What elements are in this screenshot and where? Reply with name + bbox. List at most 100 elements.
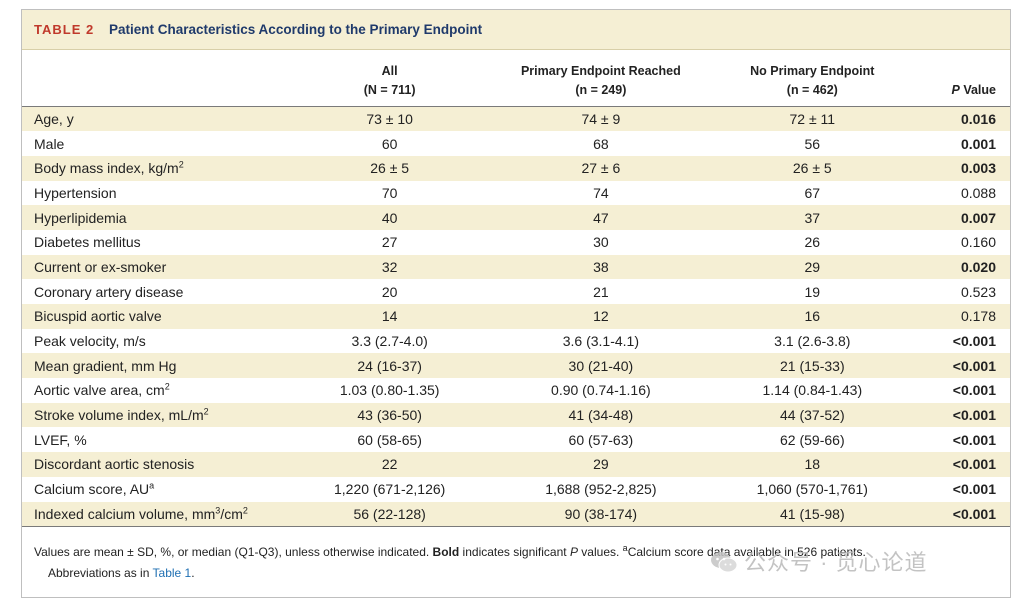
cell-p-value: <0.001 — [952, 357, 996, 374]
cell-none: 26 — [804, 234, 821, 251]
cell-all: 56 (22-128) — [297, 501, 482, 527]
cell-p-value: 0.160 — [960, 234, 996, 251]
row-label-text: Hypertension — [34, 184, 117, 201]
cell-none: 37 — [804, 209, 821, 226]
row-label: Hypertension — [22, 181, 297, 206]
row-label-text: Coronary artery disease — [34, 283, 184, 300]
cell-reached: 30 (21-40) — [568, 357, 634, 374]
cell-none: 1,060 (570-1,761) — [756, 481, 868, 498]
table-row: Hyperlipidemia 40 47 37 0.007 — [22, 205, 1010, 230]
cell-none: 1.14 (0.84-1.43) — [762, 382, 863, 399]
cell-p-value: 0.007 — [960, 209, 996, 226]
cell-p-value: 0.001 — [960, 135, 996, 152]
row-label: LVEF, % — [22, 427, 297, 452]
row-label: Hyperlipidemia — [22, 205, 297, 230]
cell-reached: 68 — [593, 135, 609, 152]
cell-none: 16 — [804, 308, 821, 325]
cell-reached: 27 ± 6 — [581, 160, 621, 177]
cell-reached: 0.90 (0.74-1.16) — [551, 382, 651, 399]
row-label: Diabetes mellitus — [22, 230, 297, 255]
cell-none: 18 — [804, 456, 821, 473]
cell-p-value: <0.001 — [952, 333, 996, 350]
table-row: Peak velocity, m/s 3.3 (2.7-4.0) 3.6 (3.1-… — [22, 329, 1010, 354]
footnote-line-1: Values are mean ± SD, %, or median (Q1-Q… — [34, 542, 994, 563]
row-label: Male — [22, 131, 297, 156]
cell-all: 40 — [381, 209, 398, 226]
cell-p-value: 0.523 — [960, 283, 996, 300]
header-all-n: (N = 711) — [363, 83, 416, 97]
table-row: Indexed calcium volume, mm3/cm2 56 (22-12… — [22, 501, 1010, 527]
cell-all: 27 — [381, 234, 398, 251]
row-label-text: Current or ex-smoker — [34, 258, 167, 275]
row-label-superscript: 2 — [164, 381, 170, 392]
cell-reached: 74 ± 9 — [581, 111, 621, 128]
row-label: Peak velocity, m/s — [22, 329, 297, 354]
row-label: Aortic valve area, cm2 — [22, 378, 297, 403]
row-label: Mean gradient, mm Hg — [22, 353, 297, 378]
cell-none: 62 (59-66) — [780, 431, 845, 448]
table-row: Discordant aortic stenosis 22 29 18 <0.001 — [22, 452, 1010, 477]
cell-all: 3.3 (2.7-4.0) — [351, 333, 428, 350]
table-row: Age, y 73 ± 10 74 ± 9 72 ± 11 0.016 — [22, 106, 1010, 132]
header-p-value: P Value — [904, 62, 1010, 107]
row-label-text: Bicuspid aortic valve — [34, 308, 162, 325]
header-reached: Primary Endpoint Reached (n = 249) — [481, 62, 720, 107]
row-label: Age, y — [22, 107, 297, 132]
cell-all: 1,220 (671-2,126) — [334, 481, 446, 498]
cell-all: 60 (58-65) — [357, 431, 422, 448]
cell-p-value: <0.001 — [904, 501, 1010, 527]
cell-p-value: 0.016 — [960, 111, 996, 128]
cell-reached: 38 — [593, 258, 609, 275]
cell-reached: 1,688 (952-2,825) — [545, 481, 657, 498]
table-frame: TABLE 2 Patient Characteristics Accordin… — [21, 9, 1011, 598]
cell-none: 21 (15-33) — [780, 357, 845, 374]
cell-all: 73 ± 10 — [366, 111, 413, 128]
cell-none: 44 (37-52) — [780, 407, 845, 424]
header-none-n: (n = 462) — [786, 83, 838, 97]
row-label-text: Body mass index, kg/m — [34, 160, 179, 177]
header-reached-n: (n = 249) — [575, 83, 627, 97]
row-label-text: Indexed calcium volume, mm — [34, 505, 216, 522]
cell-p-value: 0.178 — [960, 308, 996, 325]
cell-p-value: <0.001 — [952, 382, 996, 399]
table-1-link[interactable]: Table 1 — [152, 566, 192, 580]
cell-p-value: 0.088 — [960, 184, 996, 201]
table-row: Aortic valve area, cm2 1.03 (0.80-1.35) 0.… — [22, 378, 1010, 403]
footnote-bold-word: Bold — [432, 545, 460, 559]
table-row: Stroke volume index, mL/m2 43 (36-50) 41 (… — [22, 402, 1010, 428]
header-reached-name: Primary Endpoint Reached — [520, 64, 681, 78]
column-header-row: All (N = 711) Primary Endpoint Reached (… — [22, 62, 1010, 107]
cell-all: 1.03 (0.80-1.35) — [339, 382, 440, 399]
cell-reached: 3.6 (3.1-4.1) — [562, 333, 639, 350]
row-label-superscript: a — [149, 480, 155, 491]
cell-none: 26 ± 5 — [792, 160, 832, 177]
cell-p-value: 0.003 — [960, 160, 996, 177]
cell-reached: 47 — [593, 209, 609, 226]
table-row: Mean gradient, mm Hg 24 (16-37) 30 (21-40)… — [22, 353, 1010, 379]
footnote-text-2: indicates significant — [459, 545, 570, 559]
cell-p-value: <0.001 — [952, 456, 996, 473]
footnote-text-1: Values are mean ± SD, %, or median (Q1-Q… — [34, 545, 433, 559]
footnote-line-2: Abbreviations as in Table 1. — [34, 563, 994, 584]
cell-all: 22 — [381, 456, 398, 473]
table-body: Age, y 73 ± 10 74 ± 9 72 ± 11 0.016 Male 60 68 5… — [22, 106, 1010, 527]
footnote-period: . — [191, 566, 195, 580]
cell-none: 56 — [804, 135, 821, 152]
row-label-text: Stroke volume index, mL/m — [34, 407, 204, 424]
cell-all: 20 — [381, 283, 398, 300]
row-label: Current or ex-smoker — [22, 255, 297, 280]
cell-all: 32 — [381, 258, 398, 275]
table-label: TABLE 2 — [34, 22, 95, 37]
table-row: Current or ex-smoker 32 38 29 0.020 — [22, 254, 1010, 280]
cell-all: 60 — [381, 135, 398, 152]
row-label-superscript: 3 — [215, 504, 221, 515]
table-footnote: Values are mean ± SD, %, or median (Q1-Q… — [34, 542, 994, 584]
header-none: No Primary Endpoint (n = 462) — [719, 62, 905, 107]
cell-all: 24 (16-37) — [357, 357, 422, 374]
cell-all: 70 — [381, 184, 398, 201]
row-label-text: Calcium score, AU — [34, 481, 150, 498]
cell-all: 26 ± 5 — [370, 160, 410, 177]
row-label: Stroke volume index, mL/m2 — [22, 403, 297, 428]
header-p-italic: P — [951, 83, 960, 97]
header-all: All (N = 711) — [297, 62, 482, 107]
